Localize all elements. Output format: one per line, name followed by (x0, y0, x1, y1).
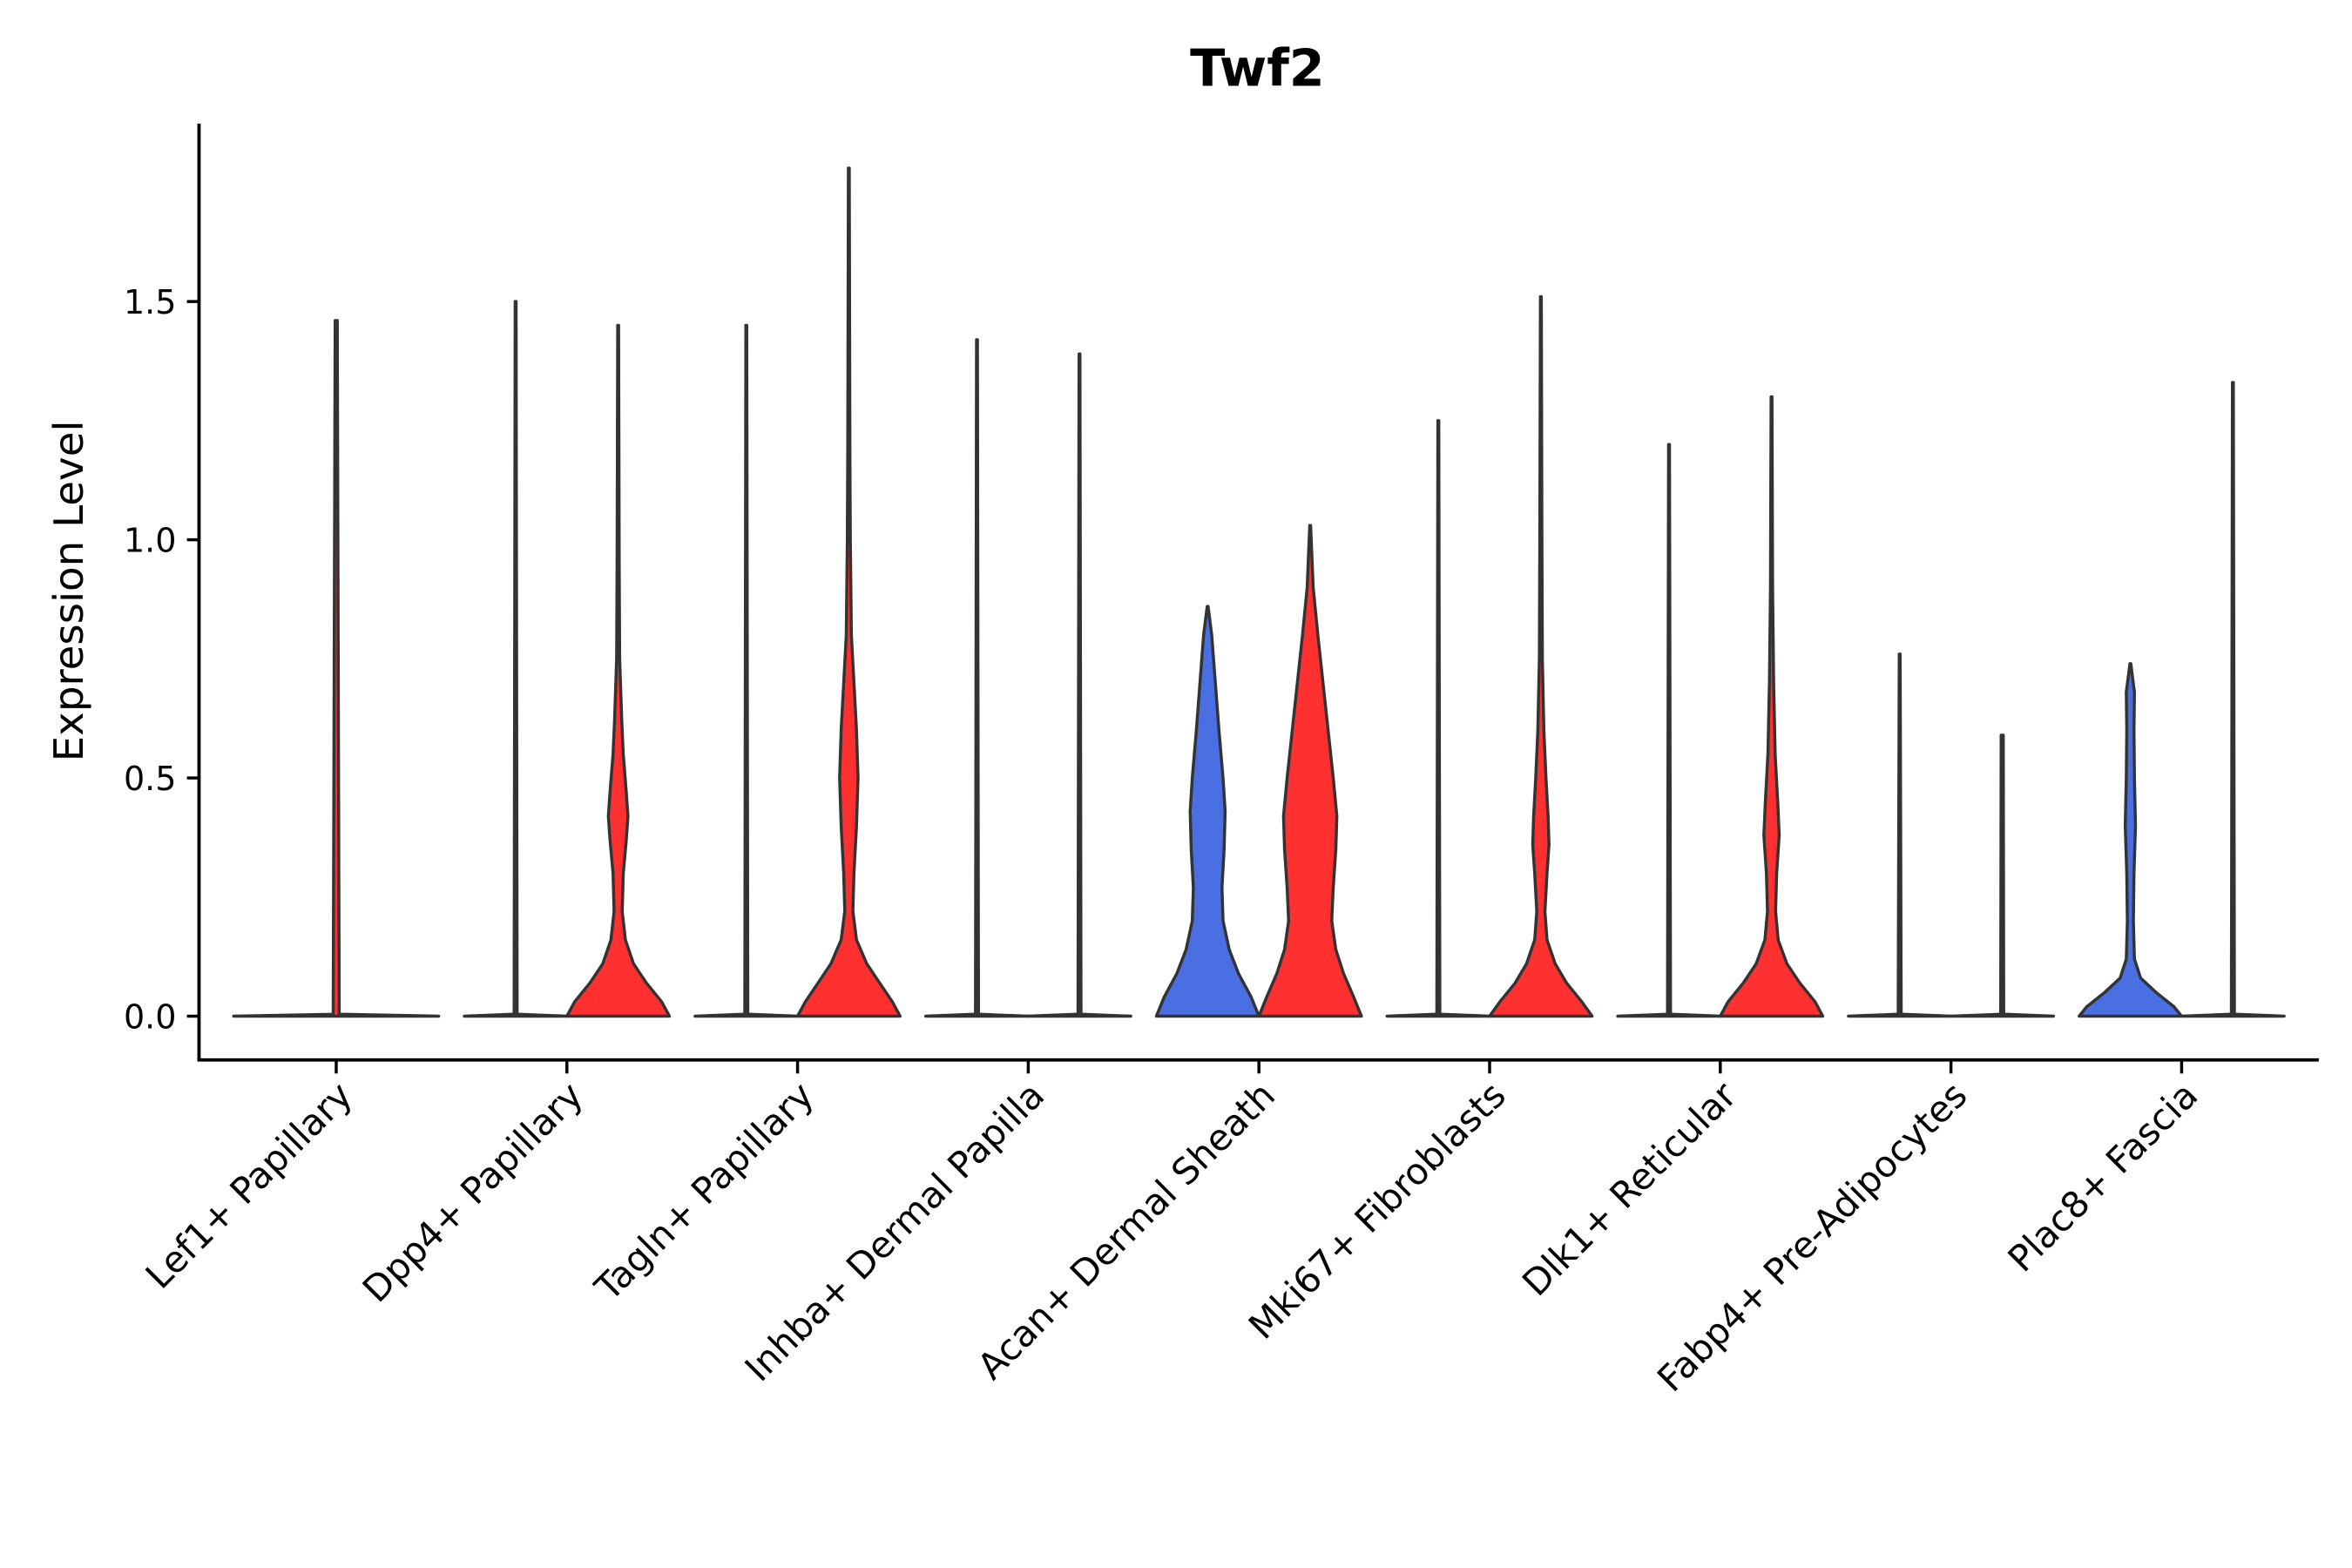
y-tick-label: 1.5 (124, 283, 177, 321)
violin-8-group_a (2078, 662, 2184, 1018)
y-ticks: 0.0 0.5 1.0 1.5 (124, 283, 199, 1036)
y-tick-label: 0.0 (124, 997, 177, 1036)
violin-7-group_b (1949, 733, 2056, 1018)
violins (232, 166, 2286, 1018)
violin-1-group_a (463, 300, 569, 1018)
violin-1-group_b (565, 323, 672, 1018)
chart-title: Twf2 (1190, 38, 1325, 98)
y-tick-label: 0.5 (124, 760, 177, 798)
x-tick-label: Dlk1+ Reticular (1514, 1073, 1745, 1304)
violin-7-group_a (1847, 652, 1953, 1018)
violin-3-group_a (923, 338, 1031, 1018)
x-tick-label: Mki67+ Fibroblasts (1240, 1073, 1514, 1347)
violin-3-group_b (1026, 352, 1132, 1018)
x-tick-label: Dpp4+ Papillary (355, 1073, 591, 1310)
violin-0-single (232, 319, 441, 1018)
violin-5-group_a (1385, 419, 1491, 1018)
y-axis-label: Expression Level (46, 421, 93, 762)
x-tick-label: Plac8+ Fascia (1999, 1073, 2206, 1280)
violin-2-group_b (795, 166, 902, 1018)
violin-5-group_b (1488, 294, 1594, 1018)
violin-8-group_b (2180, 381, 2286, 1018)
x-tick-label: Lef1+ Papillary (137, 1073, 360, 1296)
y-tick-label: 1.0 (124, 521, 177, 559)
violin-6-group_a (1616, 443, 1722, 1018)
violin-2-group_a (693, 323, 800, 1018)
violin-4-group_b (1257, 524, 1363, 1018)
x-tick-label: Tagln+ Papillary (586, 1073, 822, 1309)
violin-6-group_b (1719, 395, 1825, 1018)
violin-4-group_a (1154, 605, 1260, 1018)
